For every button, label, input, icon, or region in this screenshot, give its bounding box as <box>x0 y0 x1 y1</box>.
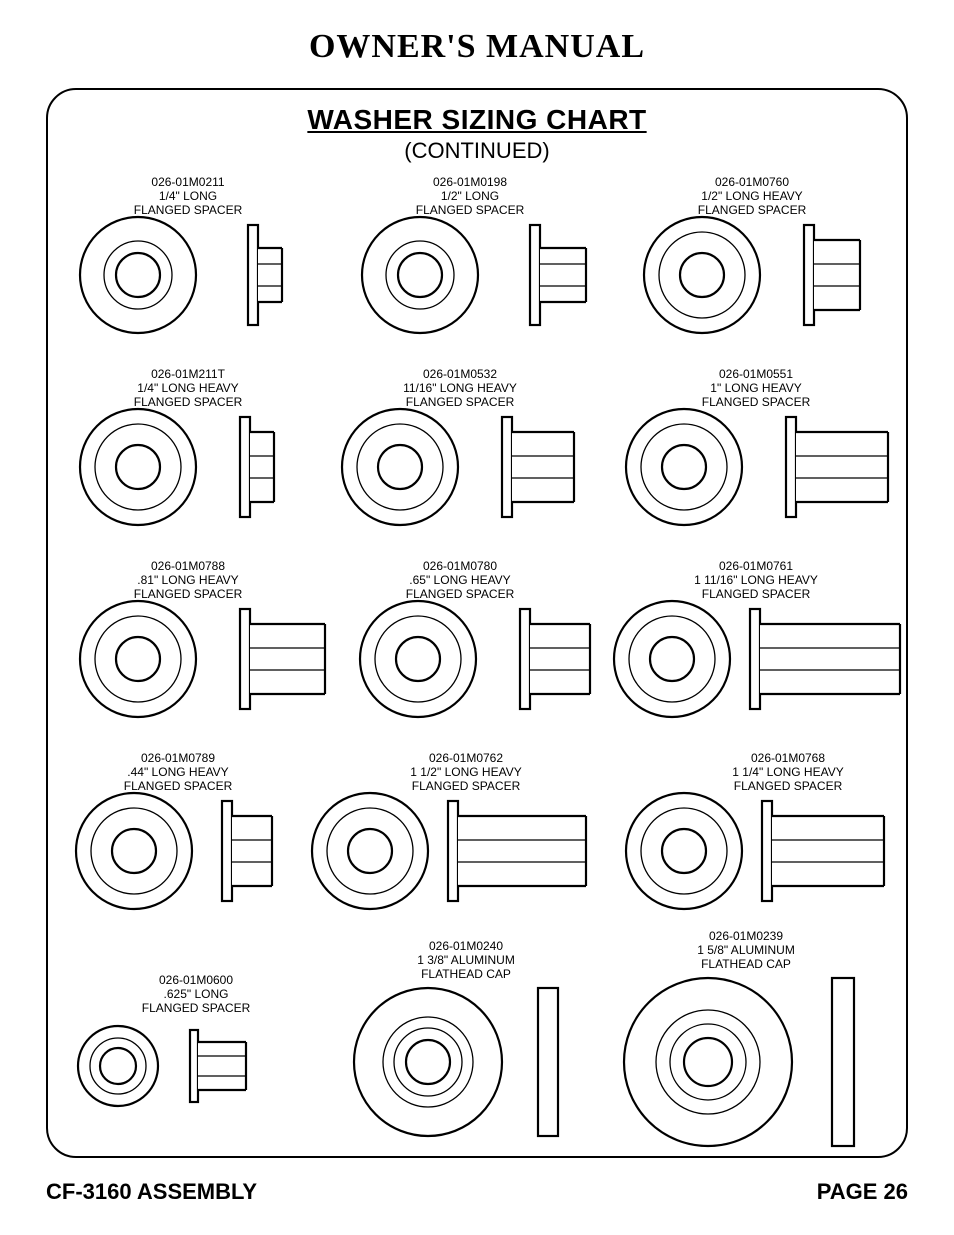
svg-text:FLATHEAD CAP: FLATHEAD CAP <box>701 957 791 971</box>
svg-text:1" LONG HEAVY: 1" LONG HEAVY <box>710 381 801 395</box>
svg-text:FLANGED SPACER: FLANGED SPACER <box>406 587 515 601</box>
svg-text:FLANGED SPACER: FLANGED SPACER <box>134 203 243 217</box>
svg-text:026-01M0198: 026-01M0198 <box>433 175 507 189</box>
svg-text:FLANGED SPACER: FLANGED SPACER <box>702 395 811 409</box>
svg-text:026-01M0788: 026-01M0788 <box>151 559 225 573</box>
svg-text:FLANGED SPACER: FLANGED SPACER <box>134 395 243 409</box>
svg-text:11/16" LONG HEAVY: 11/16" LONG HEAVY <box>403 381 517 395</box>
svg-text:1 5/8" ALUMINUM: 1 5/8" ALUMINUM <box>697 943 795 957</box>
svg-text:026-01M211T: 026-01M211T <box>151 367 225 381</box>
footer-page: PAGE 26 <box>817 1179 908 1205</box>
svg-text:026-01M0551: 026-01M0551 <box>719 367 793 381</box>
manual-title: OWNER'S MANUAL <box>0 0 954 84</box>
svg-text:1 1/4" LONG HEAVY: 1 1/4" LONG HEAVY <box>732 765 843 779</box>
svg-text:026-01M0760: 026-01M0760 <box>715 175 789 189</box>
svg-text:1/2" LONG: 1/2" LONG <box>441 189 499 203</box>
svg-text:FLANGED SPACER: FLANGED SPACER <box>142 1001 251 1015</box>
svg-text:1 11/16" LONG HEAVY: 1 11/16" LONG HEAVY <box>694 573 818 587</box>
svg-text:026-01M0600: 026-01M0600 <box>159 973 233 987</box>
svg-text:1/2" LONG HEAVY: 1/2" LONG HEAVY <box>701 189 802 203</box>
svg-text:.44" LONG HEAVY: .44" LONG HEAVY <box>127 765 228 779</box>
chart-panel: WASHER SIZING CHART (CONTINUED) 026-01M0… <box>46 88 908 1158</box>
svg-text:026-01M0789: 026-01M0789 <box>141 751 215 765</box>
svg-text:FLANGED SPACER: FLANGED SPACER <box>406 395 515 409</box>
footer-assembly: CF-3160 ASSEMBLY <box>46 1179 257 1205</box>
svg-text:1/4" LONG HEAVY: 1/4" LONG HEAVY <box>137 381 238 395</box>
svg-text:FLANGED SPACER: FLANGED SPACER <box>698 203 807 217</box>
svg-text:1/4" LONG: 1/4" LONG <box>159 189 217 203</box>
svg-text:026-01M0211: 026-01M0211 <box>151 175 224 189</box>
svg-text:026-01M0768: 026-01M0768 <box>751 751 825 765</box>
svg-text:026-01M0762: 026-01M0762 <box>429 751 503 765</box>
washer-diagram-svg: 026-01M02111/4" LONGFLANGED SPACER026-01… <box>48 90 910 1160</box>
svg-text:026-01M0761: 026-01M0761 <box>719 559 793 573</box>
svg-text:FLATHEAD CAP: FLATHEAD CAP <box>421 967 511 981</box>
svg-text:FLANGED SPACER: FLANGED SPACER <box>412 779 521 793</box>
svg-text:.65" LONG HEAVY: .65" LONG HEAVY <box>409 573 510 587</box>
svg-text:.81" LONG HEAVY: .81" LONG HEAVY <box>137 573 238 587</box>
svg-text:026-01M0240: 026-01M0240 <box>429 939 503 953</box>
svg-text:026-01M0780: 026-01M0780 <box>423 559 497 573</box>
svg-text:026-01M0532: 026-01M0532 <box>423 367 497 381</box>
svg-text:FLANGED SPACER: FLANGED SPACER <box>124 779 233 793</box>
svg-text:1 1/2" LONG HEAVY: 1 1/2" LONG HEAVY <box>410 765 521 779</box>
svg-text:FLANGED SPACER: FLANGED SPACER <box>416 203 525 217</box>
svg-text:FLANGED SPACER: FLANGED SPACER <box>734 779 843 793</box>
svg-text:1 3/8" ALUMINUM: 1 3/8" ALUMINUM <box>417 953 515 967</box>
svg-text:FLANGED SPACER: FLANGED SPACER <box>702 587 811 601</box>
svg-text:FLANGED SPACER: FLANGED SPACER <box>134 587 243 601</box>
svg-text:026-01M0239: 026-01M0239 <box>709 929 783 943</box>
svg-text:.625" LONG: .625" LONG <box>164 987 229 1001</box>
